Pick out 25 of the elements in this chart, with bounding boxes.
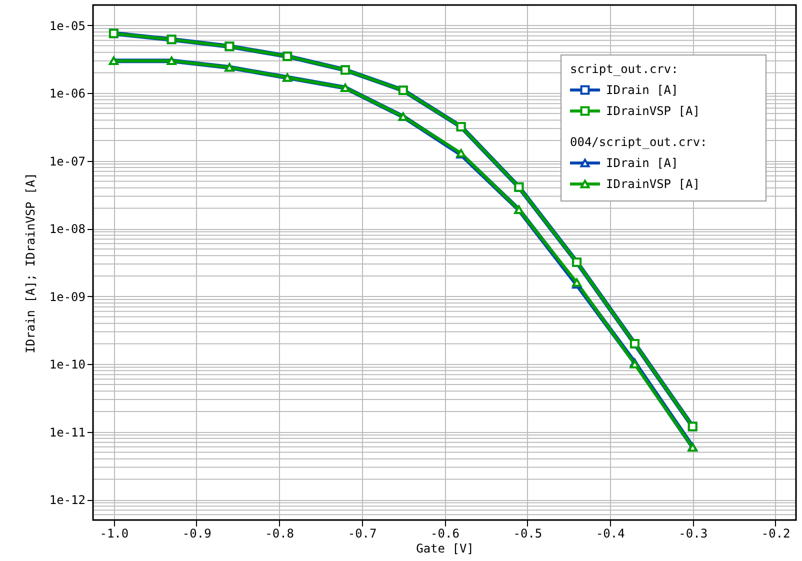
x-tick-label: -0.5 [513, 526, 542, 540]
y-tick-label: 1e-07 [49, 154, 86, 168]
x-axis-title: Gate [V] [416, 542, 474, 556]
y-tick-label: 1e-08 [49, 222, 86, 236]
annotation: 004/script_out.crv: [570, 135, 708, 149]
x-tick-label: -0.2 [761, 526, 790, 540]
y-tick-label: 1e-05 [49, 18, 86, 33]
x-tick-label: -0.8 [265, 526, 294, 540]
x-tick-label: -0.7 [348, 526, 377, 540]
x-tick-label: -0.6 [430, 526, 460, 540]
legend-label: IDrain [A] [606, 83, 678, 97]
y-axis-title: IDrain [A]; IDrainVSP [A] [23, 172, 38, 354]
x-tick-label: -1.0 [100, 526, 129, 540]
y-tick-label: 1e-09 [49, 290, 86, 304]
x-tick-label: -0.9 [182, 526, 212, 540]
legend-label: IDrain [A] [606, 156, 678, 170]
annotation: script_out.crv: [570, 62, 678, 76]
x-tick-label: -0.3 [678, 526, 708, 540]
legend-label: IDrainVSP [A] [606, 104, 700, 118]
y-tick-label: 1e-10 [49, 358, 86, 372]
y-tick-label: 1e-12 [49, 493, 86, 508]
x-tick-label: -0.4 [596, 526, 625, 540]
y-tick-label: 1e-11 [49, 425, 86, 440]
y-tick-label: 1e-06 [49, 86, 86, 101]
legend-label: IDrainVSP [A] [606, 177, 700, 191]
